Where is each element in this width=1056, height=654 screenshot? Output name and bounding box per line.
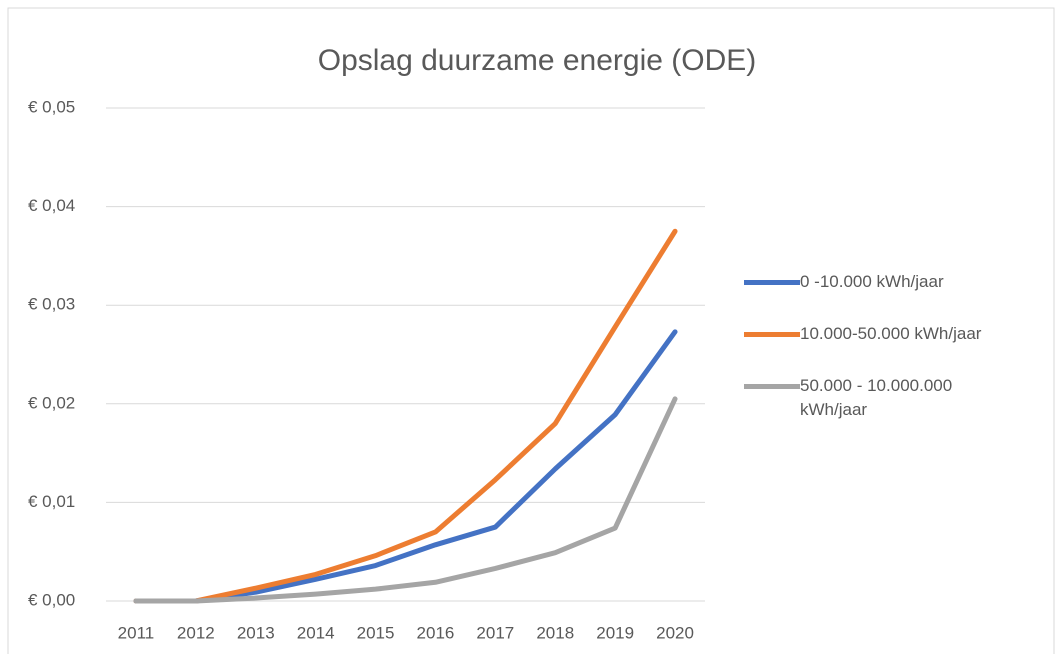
legend-label: 0 -10.000 kWh/jaar <box>800 272 944 291</box>
legend-swatch <box>744 332 800 337</box>
x-tick-label: 2011 <box>118 623 155 642</box>
line-series <box>133 228 678 604</box>
line-series <box>133 329 678 604</box>
y-tick-label: € 0,00 <box>28 590 75 609</box>
x-tick-label: 2015 <box>357 623 395 642</box>
y-tick-label: € 0,05 <box>28 97 75 116</box>
chart-title: Opslag duurzame energie (ODE) <box>318 44 757 77</box>
line-series <box>133 396 678 604</box>
legend-label: 10.000-50.000 kWh/jaar <box>800 324 982 343</box>
x-tick-label: 2014 <box>297 623 335 642</box>
y-tick-label: € 0,02 <box>28 393 75 412</box>
x-tick-label: 2013 <box>237 623 275 642</box>
legend-swatch <box>744 384 800 389</box>
x-tick-label: 2020 <box>656 623 694 642</box>
y-tick-label: € 0,03 <box>28 295 75 314</box>
legend: 0 -10.000 kWh/jaar 10.000-50.000 kWh/jaar… <box>744 270 1044 450</box>
legend-label: 50.000 - 10.000.000 kWh/jaar <box>800 376 953 419</box>
legend-item: 10.000-50.000 kWh/jaar <box>744 322 1044 346</box>
y-tick-label: € 0,04 <box>28 196 75 215</box>
legend-swatch <box>744 280 800 285</box>
x-tick-label: 2017 <box>476 623 514 642</box>
x-tick-label: 2018 <box>536 623 574 642</box>
legend-item: 0 -10.000 kWh/jaar <box>744 270 1044 294</box>
y-tick-label: € 0,01 <box>28 492 75 511</box>
chart-border <box>7 7 1055 654</box>
x-tick-label: 2016 <box>417 623 455 642</box>
legend-item: 50.000 - 10.000.000 kWh/jaar <box>744 374 1044 422</box>
x-tick-label: 2012 <box>177 623 215 642</box>
x-tick-label: 2019 <box>596 623 634 642</box>
